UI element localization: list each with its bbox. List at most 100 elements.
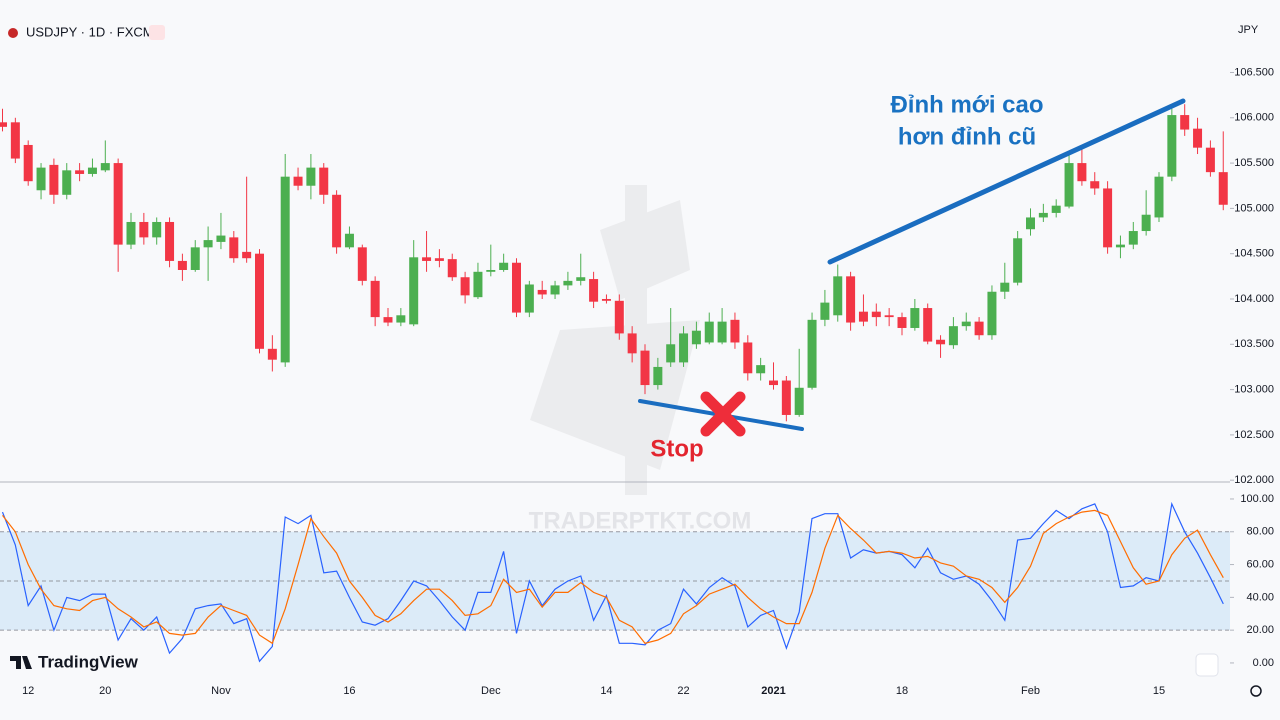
candle-body (601, 298, 611, 301)
y-tick-label: 106.500 (1234, 66, 1274, 78)
candle-body (23, 144, 33, 182)
brand-logo (10, 656, 32, 669)
candle-body (409, 257, 419, 325)
symbol-title: USDJPY · 1D · FXCM (26, 24, 154, 39)
candle-body (49, 164, 59, 195)
y-tick-label: 105.000 (1234, 202, 1274, 214)
candle-body (1103, 188, 1113, 248)
scroll-button[interactable] (1195, 653, 1219, 677)
candle-body (357, 247, 367, 281)
candle-body (884, 315, 894, 318)
candle-body (524, 284, 534, 313)
candle-body (280, 176, 290, 363)
candle-body (730, 319, 740, 343)
y-tick-label: 104.500 (1234, 248, 1274, 260)
candle-body (717, 321, 727, 343)
symbol-icon (8, 28, 18, 38)
brand: TradingView (38, 652, 139, 671)
candle-body (614, 300, 624, 334)
candle-body (267, 348, 277, 360)
x-tick-label: 14 (600, 685, 612, 697)
candle-body (447, 259, 457, 278)
candle-body (177, 260, 187, 270)
candle-body (640, 350, 650, 386)
candle-body (100, 163, 110, 171)
candle-body (923, 308, 933, 342)
osc-line (2, 509, 1224, 645)
candle-body (679, 333, 689, 363)
candle-body (936, 339, 946, 345)
candle-body (36, 167, 46, 191)
stop-cross (700, 391, 746, 437)
candle-body (473, 271, 483, 298)
candle-body (434, 258, 444, 261)
settings-button[interactable] (1250, 685, 1262, 697)
candle-body (666, 344, 676, 363)
candle-body (589, 279, 599, 302)
x-tick-label: Dec (481, 685, 501, 697)
y-tick-label: 0.00 (1253, 657, 1274, 669)
candle-body (1038, 212, 1048, 218)
candle-body (833, 276, 843, 316)
candle-body (627, 333, 637, 354)
candle-body (691, 330, 701, 345)
x-tick-label: Feb (1021, 685, 1040, 697)
candle-body (190, 247, 200, 270)
candle-body (1141, 214, 1151, 232)
candle-body (152, 221, 162, 238)
watermark: TRADERPTKT.COM (529, 507, 752, 534)
candle-body (203, 240, 213, 248)
candle-body (319, 167, 329, 195)
candle-body (704, 321, 714, 343)
candle-body (846, 276, 856, 323)
candle-body (113, 163, 123, 245)
candle-body (781, 380, 791, 415)
x-tick-label: 15 (1153, 685, 1165, 697)
osc-line (1, 501, 1224, 663)
x-tick-label: 16 (343, 685, 355, 697)
y-tick-label: 100.00 (1240, 493, 1274, 505)
y-tick-label: 102.000 (1234, 474, 1274, 486)
currency: JPY (1238, 24, 1259, 36)
candle-body (344, 233, 354, 248)
candle-body (75, 170, 85, 174)
candle-body (0, 122, 7, 127)
candle-body (1090, 181, 1100, 189)
candle-body (216, 235, 226, 242)
candle-body (910, 308, 920, 328)
candle-body (897, 317, 907, 328)
candle-body (743, 342, 753, 374)
candle-body (293, 176, 303, 186)
candle-body (1000, 282, 1010, 292)
candle-body (563, 280, 573, 286)
candle-body (550, 285, 560, 295)
status-icon (149, 25, 165, 40)
y-tick-label: 103.500 (1234, 338, 1274, 350)
candle-body (1218, 172, 1228, 205)
candle-body (858, 311, 868, 322)
candle-body (1051, 205, 1061, 213)
annotation: Stop (650, 435, 703, 462)
candle-body (1128, 231, 1138, 245)
candle-body (499, 262, 509, 270)
x-tick-label: 20 (99, 685, 111, 697)
candle-body (1193, 128, 1203, 148)
candle-body (460, 277, 470, 296)
plot: 102.000 102.500 103.000 103.500 104.000 104.5… (0, 66, 1274, 697)
candle-body (1154, 176, 1164, 218)
candle-body (255, 253, 264, 349)
candle-body (1026, 217, 1035, 230)
candle-body (653, 366, 663, 386)
y-tick-label: 20.00 (1246, 624, 1274, 636)
candle-body (10, 122, 20, 159)
candle-body (126, 221, 136, 245)
y-tick-label: 103.000 (1234, 383, 1274, 395)
y-tick-label: 40.00 (1246, 591, 1274, 603)
candle-body (229, 237, 239, 259)
candle-body (769, 380, 778, 386)
candle-body (987, 291, 997, 336)
candle-body (820, 302, 830, 320)
candle-body (139, 221, 149, 238)
